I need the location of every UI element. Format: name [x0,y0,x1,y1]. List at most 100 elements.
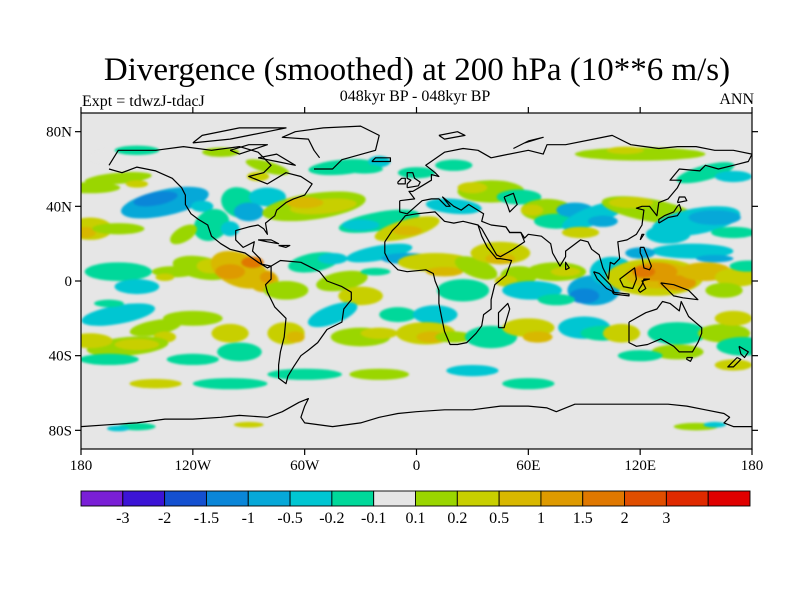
lon-tick-label: 0 [413,458,421,474]
divergence-contour-patch [346,243,413,263]
divergence-contour-patch [360,267,391,276]
latitude-axis: 80N 40N 0 40S 80S [46,125,758,439]
colorbar-label: 1 [537,510,545,527]
coastline-path [438,131,466,140]
divergence-contour-patch [714,170,752,183]
divergence-contour-patch [259,271,275,283]
divergence-contour-patch [170,224,197,245]
coastline-path [229,144,268,155]
divergence-contour-patch [345,164,383,174]
divergence-contour-patch [125,180,149,188]
lon-tick-label: 60E [516,458,540,474]
divergence-contour-patch [711,226,752,239]
colorbar-swatch [456,490,500,507]
divergence-contour-patch [92,223,145,235]
divergence-contour-patch [457,182,488,194]
coastline-path [264,259,352,385]
divergence-contour-patch [716,337,752,356]
divergence-contour-patch [435,159,473,171]
divergence-contour-patch [133,191,178,207]
divergence-contour-patch [248,187,287,207]
experiment-label: Expt = tdwzJ-tdacJ [82,93,205,110]
coastline-path [371,157,391,163]
colorbar-label: 0.1 [406,510,426,527]
divergence-contour-patch [392,225,423,236]
divergence-contour-patch [651,344,704,360]
divergence-contour-patch [502,378,555,390]
divergence-contour-patch [360,327,398,339]
coastline-path [257,153,296,166]
lon-tick-label: 180 [741,458,764,474]
lat-tick-label: 80N [46,125,72,141]
divergence-contour-patch [703,421,726,428]
divergence-contour-patch [94,299,124,308]
colorbar-label: -2 [158,510,171,527]
divergence-contour-patch [437,279,490,302]
divergence-contour-patch [341,219,380,231]
coastline-path [192,127,287,144]
colorbar-swatch [707,490,751,507]
divergence-contour-patch [454,256,498,280]
colorbar-swatch [164,490,207,507]
colorbar-swatch [498,490,542,507]
divergence-contour-patch [379,307,417,323]
coastline-path [611,291,630,297]
divergence-contour-patch [84,262,152,281]
divergence-contour-patch [425,267,464,277]
divergence-contour-patch [193,209,230,241]
colorbar-label: -1.5 [194,510,219,527]
coastline-path [497,302,511,329]
divergence-contour-patch [166,353,219,365]
coastline-path [513,136,544,150]
colorbar-swatch [331,490,375,507]
divergence-contour-patch [412,305,458,324]
divergence-contour-patch [606,146,644,155]
divergence-contour-patch [107,425,130,432]
divergence-contour-patch [81,353,139,365]
divergence-contour-patch [211,323,249,343]
divergence-contour-patch [714,267,752,287]
divergence-contour-patch [215,264,246,280]
coastline-path [738,345,749,359]
coastline-path [278,244,291,248]
divergence-contour-patch [446,365,499,377]
divergence-contour-patch [286,197,324,209]
lon-tick-label: 120E [624,458,656,474]
divergence-contour-patch [658,275,697,291]
divergence-contour-patch [496,189,542,205]
colorbar-swatch [289,490,333,507]
divergence-contour-patch [550,267,581,277]
divergence-contour-patch [696,254,734,263]
colorbar-swatch [582,490,626,507]
coastline-path [81,398,752,428]
chart-subtitle: 048kyr BP - 048kyr BP [339,88,491,105]
divergence-contour-patch [569,288,600,304]
coastline-path [281,125,380,170]
coastline-path [619,267,637,290]
coastline-path [384,211,513,346]
lat-tick-label: 40S [49,349,72,365]
colorbar-label: 1.5 [573,510,593,527]
colorbar: -3 -2 -1.5 -1 -0.5 -0.2 -0.1 0.1 0.2 0.5 1 1.5 2 3 [80,490,751,527]
colorbar-label: 0.2 [447,510,467,527]
divergence-contour-patch [561,226,600,239]
coastline-path [477,224,526,258]
longitude-axis: 180 120W 60W 0 60E 120E 180 [70,107,764,474]
divergence-contour-patch [617,350,663,362]
colorbar-swatch [80,490,124,507]
coastline-path [639,233,645,241]
coastline-path [399,134,752,280]
lon-tick-label: 60W [290,458,320,474]
divergence-contour-patch [245,159,290,176]
divergence-contour-patch [714,310,752,326]
divergence-contour-patch [602,323,641,343]
divergence-contour-patch [129,379,182,389]
divergence-contour-patch [317,253,348,265]
colorbar-label: -0.2 [319,510,344,527]
divergence-field [81,145,752,432]
divergence-contour-patch [316,270,368,292]
divergence-contour-patch [217,342,262,362]
colorbar-label: -0.5 [277,510,302,527]
divergence-contour-patch [714,359,752,371]
divergence-contour-patch [114,338,160,351]
